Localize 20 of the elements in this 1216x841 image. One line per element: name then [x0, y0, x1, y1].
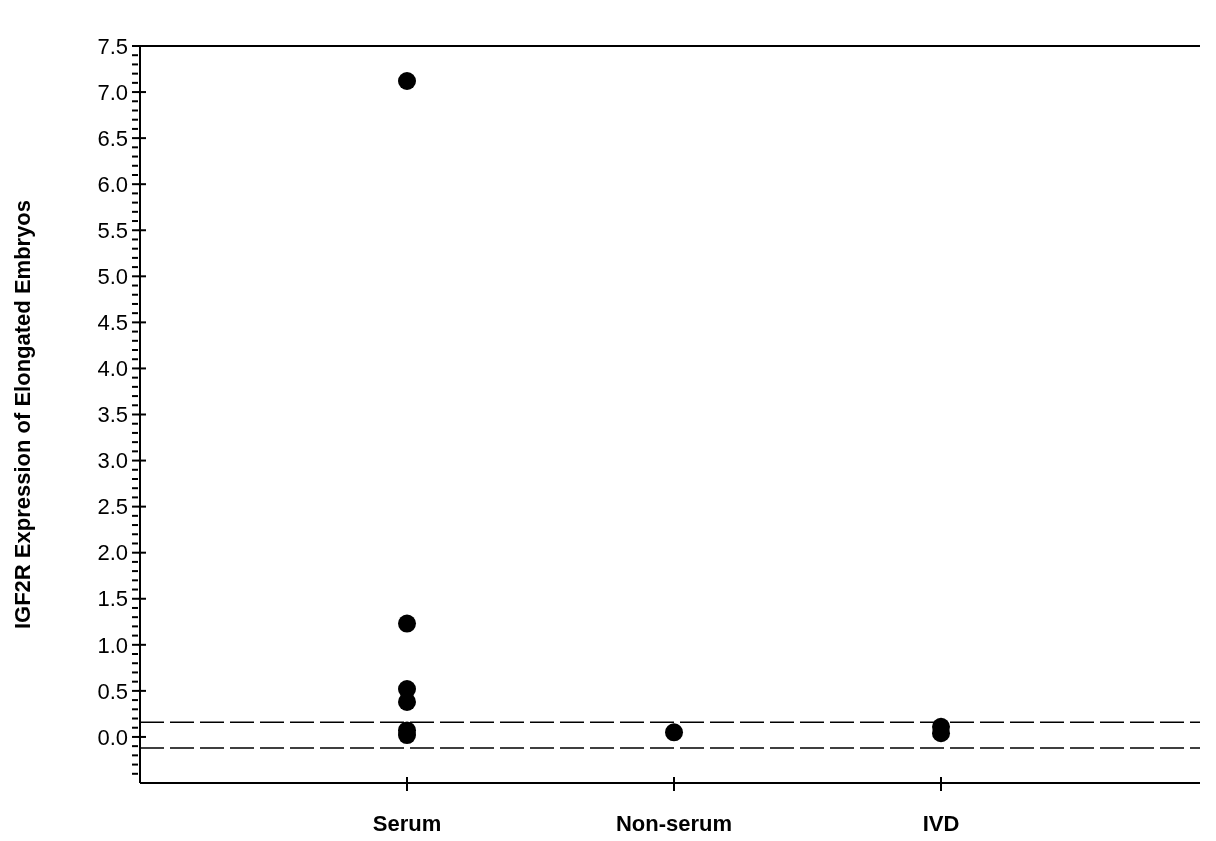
y-tick-label: 4.0 — [97, 356, 128, 382]
y-tick-label: 1.0 — [97, 632, 128, 658]
y-tick-label: 5.5 — [97, 217, 128, 243]
y-axis-title: IGF2R Expression of Elongated Embryos — [9, 199, 35, 630]
y-tick-label: 3.0 — [97, 448, 128, 474]
y-tick-label: 2.5 — [97, 494, 128, 520]
y-tick-label: 5.0 — [97, 264, 128, 290]
y-tick-label: 6.0 — [97, 171, 128, 197]
y-tick-label: 2.0 — [97, 540, 128, 566]
x-tick-label: IVD — [922, 811, 960, 836]
y-tick-label: 6.5 — [97, 125, 128, 151]
y-tick-label: 0.0 — [97, 724, 128, 750]
y-tick-label: 1.5 — [97, 586, 128, 612]
y-tick-label: 7.0 — [97, 79, 128, 105]
y-tick-label: 4.5 — [97, 310, 128, 336]
y-tick-label: 0.5 — [97, 678, 128, 704]
x-tick-label: Non-serum — [615, 811, 733, 836]
x-tick-label: Serum — [372, 811, 442, 836]
y-tick-label: 7.5 — [97, 33, 128, 59]
y-tick-label: 3.5 — [97, 402, 128, 428]
